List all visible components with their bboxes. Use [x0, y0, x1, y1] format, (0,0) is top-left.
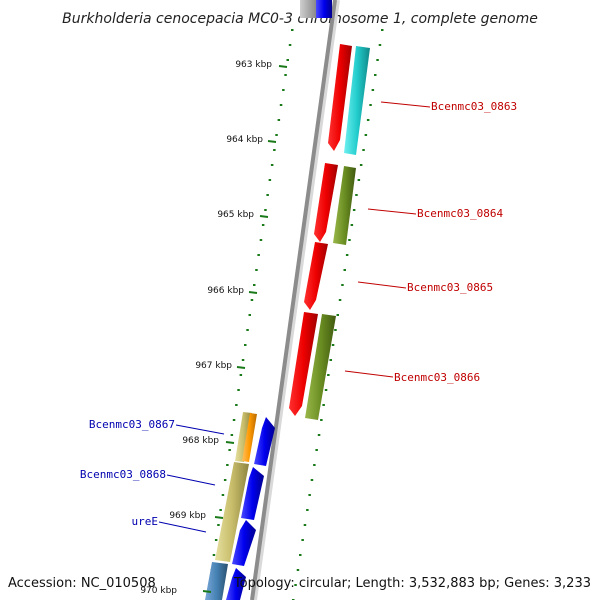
tick-label: 963 kbp [235, 60, 272, 70]
ruler-tick: 966 kbp [207, 286, 258, 296]
gene-steel-bottom[interactable] [205, 562, 228, 600]
ruler-tick: 965 kbp [217, 210, 269, 220]
ruler-tick: 970 kbp [140, 586, 212, 596]
ruler-tick: 969 kbp [169, 511, 224, 521]
tick-label: 969 kbp [169, 511, 206, 521]
gene-bcenmc03-0863[interactable] [328, 44, 352, 151]
gene-ure-e[interactable] [232, 520, 256, 566]
label-bcenmc03-0864[interactable]: Bcenmc03_0864 [417, 207, 503, 220]
right-gene-labels: Bcenmc03_0863 Bcenmc03_0864 Bcenmc03_086… [344, 100, 517, 384]
left-gene-labels: Bcenmc03_0867 Bcenmc03_0868 ureE [80, 418, 225, 533]
gene-blue-1[interactable] [254, 417, 275, 466]
label-bcenmc03-0866[interactable]: Bcenmc03_0866 [394, 371, 480, 384]
ruler-tick: 964 kbp [226, 135, 277, 145]
partial-gene-top-grey [300, 0, 316, 18]
gene-bcenmc03-0863-cyan[interactable] [344, 46, 370, 155]
gene-blue-2[interactable] [241, 467, 264, 520]
gene-bcenmc03-0867[interactable] [235, 412, 252, 462]
ruler: 963 kbp 964 kbp 965 kbp 966 kbp 967 kbp … [140, 60, 288, 596]
gene-bcenmc03-0866[interactable] [289, 312, 318, 416]
tick-label: 966 kbp [207, 286, 244, 296]
backbone [250, 0, 337, 600]
partial-gene-top-blue [316, 0, 332, 18]
topology-text: Topology: circular; Length: 3,532,883 bp… [233, 576, 591, 591]
gene-bcenmc03-0868[interactable] [215, 462, 249, 562]
ruler-tick: 963 kbp [235, 60, 288, 70]
label-bcenmc03-0867[interactable]: Bcenmc03_0867 [89, 418, 175, 431]
gene-bcenmc03-0864-olive[interactable] [333, 166, 356, 245]
accession-text: Accession: NC_010508 [8, 576, 156, 591]
tick-label: 968 kbp [182, 436, 219, 446]
label-bcenmc03-0868[interactable]: Bcenmc03_0868 [80, 468, 166, 481]
tick-label: 967 kbp [195, 361, 232, 371]
tick-label: 964 kbp [226, 135, 263, 145]
label-bcenmc03-0865[interactable]: Bcenmc03_0865 [407, 281, 493, 294]
gene-bcenmc03-0864[interactable] [314, 163, 338, 242]
label-bcenmc03-0863[interactable]: Bcenmc03_0863 [431, 100, 517, 113]
label-ure-e[interactable]: ureE [132, 515, 159, 528]
gene-bcenmc03-0865[interactable] [304, 242, 328, 310]
ruler-tick: 967 kbp [195, 361, 246, 371]
tick-label: 970 kbp [140, 586, 177, 596]
gene-blue-3[interactable] [226, 568, 246, 600]
map-title: Burkholderia cenocepacia MC0-3 chromosom… [62, 11, 538, 27]
gene-bcenmc03-0867-orange[interactable] [242, 413, 257, 462]
ruler-tick: 968 kbp [182, 436, 235, 446]
gene-bcenmc03-0866-olive[interactable] [305, 314, 336, 420]
tick-label: 965 kbp [217, 210, 254, 220]
